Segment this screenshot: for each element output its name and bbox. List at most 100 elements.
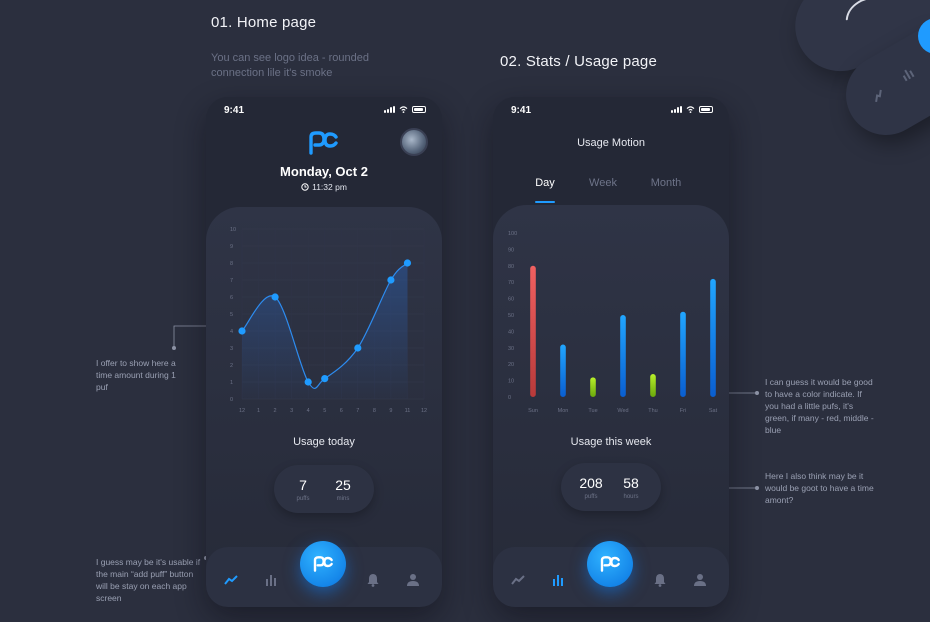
bar-thu (650, 374, 656, 397)
tab-day[interactable]: Day (535, 177, 555, 189)
y-tick-label: 80 (508, 264, 514, 270)
hours-value: 58 (623, 475, 639, 491)
add-puff-button[interactable] (300, 541, 346, 587)
x-tick-label: Thu (648, 408, 657, 414)
y-tick-label: 30 (508, 346, 514, 352)
x-tick-label: 1 (257, 408, 260, 414)
home-phone: 9:41 Monday, Oct 2 11:32 pm 0 1 2 3 4 5 6 7 8 9 10… (206, 97, 442, 607)
y-tick-label: 7 (230, 278, 233, 284)
x-tick-label: 7 (356, 408, 359, 414)
status-icons (384, 106, 426, 113)
puffs-value: 208 (579, 475, 603, 491)
puffs-label: puffs (584, 494, 598, 500)
y-tick-label: 50 (508, 313, 514, 319)
clock-row: 11:32 pm (206, 182, 442, 192)
mins-label: mins (336, 496, 350, 502)
x-tick-label: 5 (323, 408, 326, 414)
line-point (403, 259, 412, 267)
x-tick-label: 3 (290, 408, 293, 414)
usage-week-counter: 208 puffs 58 hours (561, 463, 661, 511)
decorative-curve-icon (845, 0, 878, 21)
pc-logo (313, 556, 333, 572)
add-puff-button[interactable] (587, 541, 633, 587)
x-tick-label: 8 (373, 408, 376, 414)
decorative-card (831, 10, 930, 150)
tab-day-underline (535, 201, 555, 203)
trend-icon[interactable] (511, 573, 525, 587)
usage-today-counter: 7 puffs 25 mins (274, 465, 374, 513)
y-tick-label: 10 (230, 227, 236, 233)
x-tick-label: 11 (405, 408, 411, 414)
x-tick-label: 9 (389, 408, 392, 414)
y-tick-label: 40 (508, 329, 514, 335)
hours-label: hours (623, 494, 639, 500)
user-icon[interactable] (693, 573, 707, 587)
note-color-indicate: I can guess it would be good to have a c… (765, 377, 874, 435)
x-tick-label: Sun (528, 408, 538, 414)
wifi-icon (399, 106, 408, 113)
usage-today-panel: 0 1 2 3 4 5 6 7 8 9 10 12 1 2 3 4 5 6 7 8 9 11 12 Usage today … (206, 207, 442, 607)
battery-icon (412, 106, 426, 113)
bar-chart-icon[interactable] (551, 573, 565, 587)
puffs-label: puffs (296, 496, 310, 502)
y-tick-label: 0 (508, 395, 511, 401)
usage-week-panel: 0 10 20 30 40 50 60 70 80 90 100 Sun Mon Tue Wed Thu Fri… (493, 205, 729, 607)
stats-title: Usage Motion (577, 137, 645, 149)
note-time-per-puff: I offer to show here a time amount durin… (96, 358, 176, 392)
line-point (304, 378, 312, 386)
mins-value: 25 (335, 477, 351, 493)
bar-sun (530, 265, 536, 397)
bar-chart-icon[interactable] (264, 573, 278, 587)
y-tick-label: 4 (230, 329, 233, 335)
y-tick-label: 10 (508, 379, 514, 385)
stats-heading: 02. Stats / Usage page (500, 53, 658, 70)
y-tick-label: 20 (508, 362, 514, 368)
y-tick-label: 0 (230, 397, 233, 403)
pc-logo (600, 556, 620, 572)
x-tick-label: Fri (680, 408, 686, 414)
tab-month[interactable]: Month (650, 177, 682, 189)
status-icons (671, 106, 713, 113)
bar-mon (560, 344, 566, 397)
bar-tue (590, 377, 596, 397)
date-title: Monday, Oct 2 (280, 164, 368, 179)
battery-icon (699, 106, 713, 113)
y-tick-label: 6 (230, 295, 233, 301)
user-icon[interactable] (406, 573, 420, 587)
trend-icon[interactable] (224, 573, 238, 587)
x-tick-label: 6 (340, 408, 343, 414)
puffs-value: 7 (299, 477, 307, 493)
y-tick-label: 3 (230, 346, 233, 352)
pc-logo (309, 131, 338, 155)
y-tick-label: 5 (230, 312, 233, 318)
x-tick-label: 2 (274, 408, 277, 414)
avatar[interactable] (400, 128, 428, 156)
bell-icon[interactable] (653, 573, 667, 587)
y-tick-label: 9 (230, 244, 233, 250)
home-subheading: You can see logo idea - rounded connecti… (211, 52, 369, 79)
decorative-card (779, 0, 930, 87)
usage-week-title: Usage this week (570, 436, 652, 448)
line-point (387, 276, 395, 284)
home-heading: 01. Home page (211, 14, 317, 31)
line-area (242, 263, 408, 399)
x-tick-label: Tue (588, 408, 597, 414)
y-tick-label: 8 (230, 261, 233, 267)
x-tick-label: Mon (558, 408, 569, 414)
stats-phone: 9:41 Usage Motion Day Week Month 0 10 20 30… (493, 97, 729, 607)
x-tick-label: 12 (421, 408, 427, 414)
period-tabs: Day Week Month (493, 177, 729, 207)
tab-week[interactable]: Week (589, 177, 617, 189)
trend-icon (875, 89, 882, 103)
y-tick-label: 60 (508, 297, 514, 303)
x-tick-label: Sat (709, 408, 718, 414)
line-point (238, 327, 246, 335)
bell-icon[interactable] (366, 573, 380, 587)
x-tick-label: 12 (239, 408, 245, 414)
line-point (271, 293, 279, 301)
x-tick-label: 4 (307, 408, 310, 414)
wifi-icon (686, 106, 695, 113)
y-tick-label: 90 (508, 247, 514, 253)
